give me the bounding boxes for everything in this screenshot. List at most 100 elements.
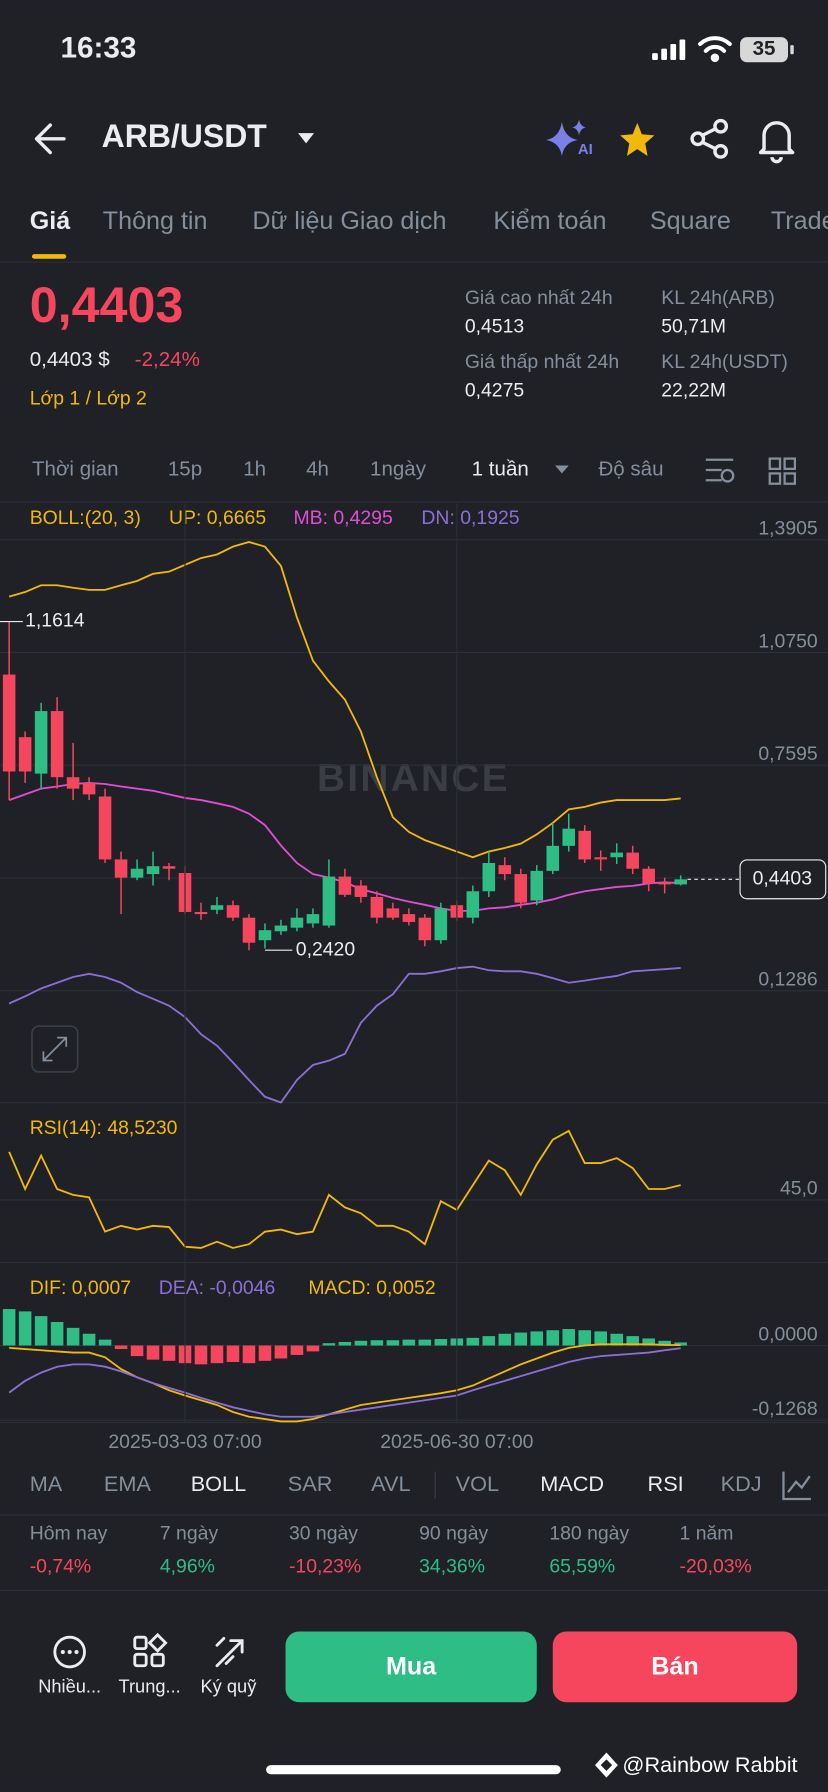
macd-bar [546,1330,560,1346]
macd-bar [578,1330,592,1346]
interval-option[interactable]: Thời gian [32,457,119,480]
indicator-option[interactable]: RSI [648,1471,684,1496]
macd-bar [530,1331,544,1346]
clock: 16:33 [61,32,137,65]
interval-dropdown[interactable] [555,465,569,474]
candle-body [226,905,240,918]
period-change: -10,23% [289,1556,361,1578]
period-label: 7 ngày [160,1523,219,1545]
period-change: -20,03% [680,1556,752,1578]
tab[interactable]: Thông tin [103,207,208,235]
interval-option[interactable]: 4h [306,457,329,480]
period-label: 180 ngày [549,1523,629,1545]
macd-bar [66,1327,80,1346]
macd-bar [162,1345,176,1361]
battery-level: 35 [753,37,776,60]
macd-bar [82,1333,96,1346]
indicator-option[interactable]: MA [30,1471,63,1496]
back-button[interactable] [34,123,66,155]
interval-option[interactable]: 1ngày [370,457,427,480]
buy-button[interactable]: Mua [285,1631,537,1703]
credit: @Rainbow Rabbit [622,1752,797,1777]
macd-bar [2,1309,16,1346]
share-button[interactable] [690,118,729,159]
category-tag[interactable]: Lớp 1 / Lớp 2 [30,387,147,409]
legend-entry: RSI(14): 48,5230 [30,1117,178,1139]
y-tick-label: 1,0750 [758,630,818,652]
favorite-star[interactable] [620,122,655,156]
indicator-option[interactable]: SAR [288,1471,333,1496]
tab[interactable]: Trade [771,207,828,235]
candle-body [322,876,336,926]
margin-button[interactable]: Ký quỹ [200,1636,257,1696]
performance-row: Hôm nay -0,74% 7 ngày 4,96% 30 ngày -10,23% 90… [30,1523,752,1578]
macd-bar [226,1345,240,1362]
more-button[interactable]: Nhiều... [38,1635,101,1696]
stat-value: 0,4513 [465,315,524,337]
legend-entry: DEA: -0,0046 [159,1277,276,1299]
candle-body [530,870,544,901]
interval-option[interactable]: 15p [168,457,202,480]
macd-bar [386,1340,400,1346]
pair-dropdown[interactable] [298,133,315,144]
interval-option[interactable]: Độ sâu [598,457,663,480]
settings-icon[interactable] [705,458,735,483]
active-tab-indicator [31,254,67,259]
stat-value: 22,22M [661,379,726,401]
macd-bar [610,1333,623,1346]
candle-body [370,896,384,918]
macd-bar [402,1339,416,1346]
macd-bar [130,1345,144,1357]
chart-area: 1,39051,07500,75950,44400,12861,16140,24… [0,503,828,1453]
center-button[interactable]: Trung... [118,1632,181,1696]
candle-body [194,911,208,915]
macd-bar [658,1340,671,1346]
ai-button[interactable]: AI [545,119,593,158]
tab[interactable]: Square [650,207,731,235]
interval-option[interactable]: 1h [243,457,266,480]
macd-bar [34,1316,48,1346]
indicator-settings[interactable] [782,1471,811,1501]
tab-bar: Giá Thông tin Dữ liệu Giao dịch Kiểm toán Sq… [30,207,828,235]
macd-bar [514,1332,528,1346]
macd-bar [370,1340,384,1346]
macd-bar [434,1339,448,1346]
candle-body [290,917,304,928]
period-change: 65,59% [549,1556,615,1578]
last-price-box [739,859,827,900]
sell-button[interactable]: Bán [552,1631,798,1703]
indicator-option[interactable]: AVL [371,1471,410,1496]
candle-body [482,862,496,892]
indicator-option[interactable]: BOLL [191,1471,246,1496]
candle-body [66,777,80,789]
tab[interactable]: Giá [30,207,72,235]
macd-bar [306,1345,320,1352]
fullscreen-button[interactable] [31,1025,79,1073]
tab[interactable]: Dữ liệu Giao dịch [252,207,446,235]
layout-icon[interactable] [768,457,797,485]
home-indicator [266,1765,561,1775]
sell-label: Bán [651,1653,698,1681]
macd-bar [354,1340,368,1346]
indicator-option[interactable]: KDJ [721,1471,762,1496]
indicator-option[interactable]: VOL [456,1471,499,1496]
macd-bar [466,1337,480,1346]
macd-bar [338,1341,352,1346]
more-label: Nhiều... [38,1675,101,1696]
interval-option[interactable]: 1 tuần [472,457,529,480]
candle-body [258,930,272,941]
tab[interactable]: Kiểm toán [493,207,606,235]
indicator-line [8,965,681,1104]
alert-bell[interactable] [758,121,795,164]
indicator-option[interactable]: MACD [540,1471,604,1496]
legend-entry: DIF: 0,0007 [30,1277,131,1299]
legend-entry: MACD: 0,0052 [308,1277,435,1299]
indicator-option[interactable]: EMA [104,1471,152,1496]
stat-label: KL 24h(USDT) [661,351,788,373]
period-label: Hôm nay [30,1523,108,1545]
candle-body [146,866,160,875]
legend-entry: MB: 0,4295 [294,507,393,529]
pair-title[interactable]: ARB/USDT [102,118,268,154]
macd-bar [98,1339,112,1346]
